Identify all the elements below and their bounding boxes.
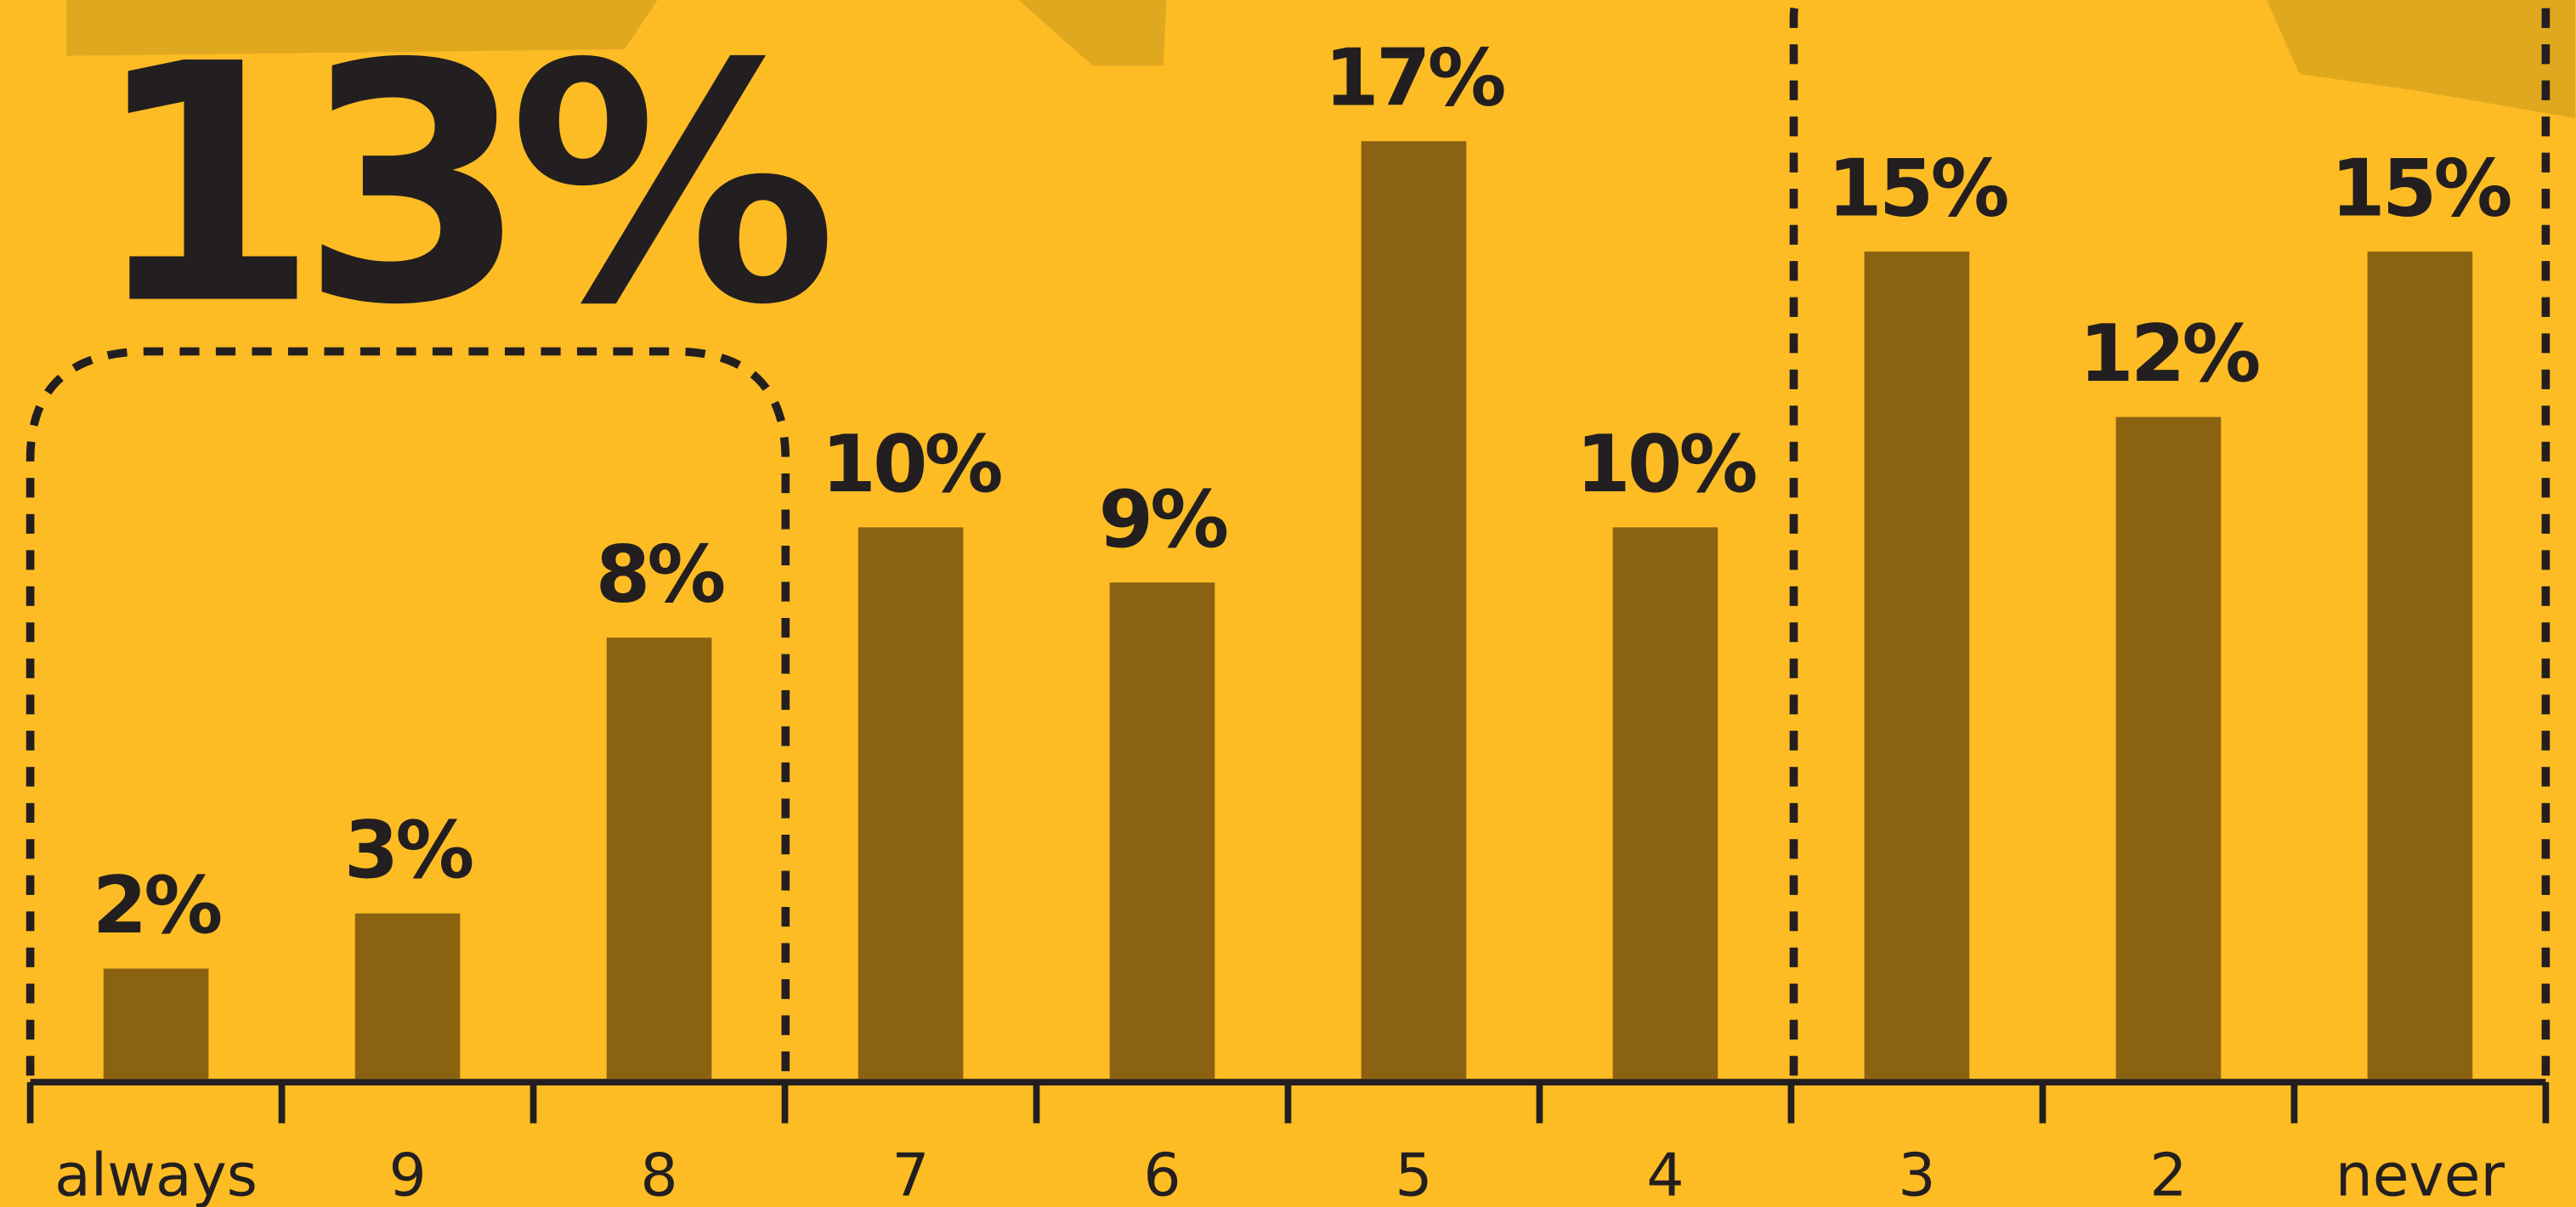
x-tick-label: 5 xyxy=(1395,1141,1432,1207)
value-label: 3% xyxy=(344,804,473,896)
x-tick-label: 9 xyxy=(388,1141,426,1207)
headline: 13% xyxy=(91,0,832,377)
bar xyxy=(1361,141,1467,1080)
bar xyxy=(606,638,712,1080)
value-label: 12% xyxy=(2079,308,2258,400)
x-tick-label: never xyxy=(2335,1141,2505,1207)
value-label: 17% xyxy=(1324,32,1503,124)
x-tick-label: always xyxy=(54,1141,258,1207)
bar xyxy=(858,527,964,1080)
value-label: 15% xyxy=(2330,142,2510,234)
bar xyxy=(103,968,209,1080)
bar xyxy=(2115,416,2222,1080)
decoration xyxy=(2266,0,2576,119)
bar xyxy=(2367,251,2473,1080)
plot: always 2% 9 3% 8 8% 7 10% 6 9% 5 17% 4 10% 3 15% 2 12% nev… xyxy=(26,32,2550,1207)
value-label: 15% xyxy=(1827,142,2007,234)
bar xyxy=(1612,527,1718,1080)
value-label: 10% xyxy=(821,418,1000,510)
x-tick-label: 8 xyxy=(640,1141,677,1207)
x-tick-label: 2 xyxy=(2149,1141,2187,1207)
bar xyxy=(1864,251,1970,1080)
bar xyxy=(354,913,461,1080)
x-tick-label: 3 xyxy=(1898,1141,1935,1207)
value-label: 8% xyxy=(596,529,724,620)
value-label: 2% xyxy=(93,859,221,951)
x-tick-label: 4 xyxy=(1646,1141,1684,1207)
group-outline xyxy=(25,347,790,1076)
group-outline xyxy=(1789,0,2551,1076)
x-tick-label: 7 xyxy=(892,1141,929,1207)
decoration xyxy=(66,0,658,56)
decoration xyxy=(1018,0,1167,66)
value-label: 10% xyxy=(1576,418,1755,510)
value-label: 9% xyxy=(1099,473,1227,565)
x-tick-label: 6 xyxy=(1143,1141,1180,1207)
bar xyxy=(1109,582,1215,1080)
